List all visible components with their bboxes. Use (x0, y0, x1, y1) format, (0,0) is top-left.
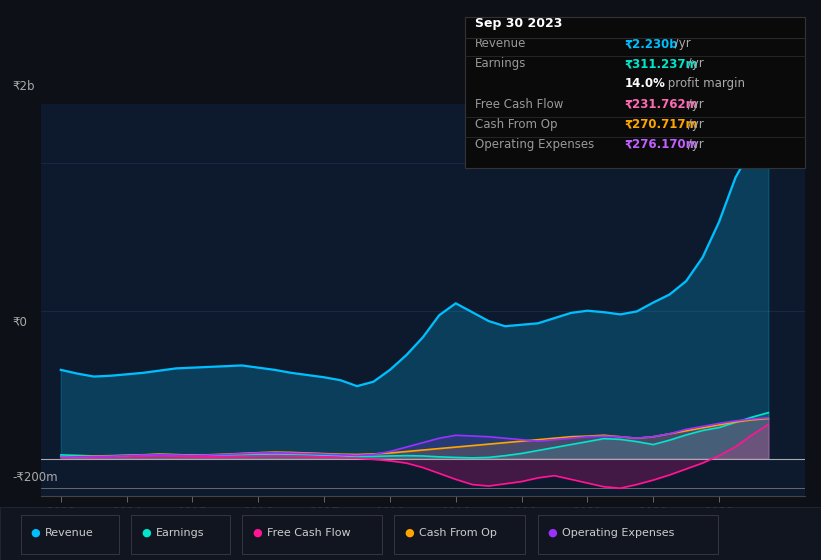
Text: ₹270.717m: ₹270.717m (625, 118, 699, 130)
Text: /yr: /yr (671, 37, 690, 50)
Text: ₹276.170m: ₹276.170m (625, 138, 699, 151)
Text: ●: ● (404, 528, 414, 538)
Text: Cash From Op: Cash From Op (475, 118, 557, 130)
Text: ₹231.762m: ₹231.762m (625, 97, 699, 110)
Text: ₹2.230b: ₹2.230b (625, 37, 678, 50)
Text: Earnings: Earnings (475, 57, 526, 70)
Text: ●: ● (548, 528, 557, 538)
Text: ₹311.237m: ₹311.237m (625, 57, 699, 70)
Text: Revenue: Revenue (45, 528, 94, 538)
Text: ₹0: ₹0 (12, 315, 27, 329)
Text: Revenue: Revenue (475, 37, 526, 50)
Text: 14.0%: 14.0% (625, 77, 666, 90)
Text: Operating Expenses: Operating Expenses (562, 528, 675, 538)
Text: Earnings: Earnings (156, 528, 204, 538)
Text: ●: ● (252, 528, 262, 538)
Text: /yr: /yr (684, 138, 704, 151)
Text: Operating Expenses: Operating Expenses (475, 138, 594, 151)
Text: /yr: /yr (684, 97, 704, 110)
Text: -₹200m: -₹200m (12, 470, 58, 484)
Text: ₹2b: ₹2b (12, 80, 34, 94)
Text: Free Cash Flow: Free Cash Flow (475, 97, 563, 110)
Text: /yr: /yr (684, 57, 704, 70)
Text: profit margin: profit margin (664, 77, 745, 90)
Text: Free Cash Flow: Free Cash Flow (267, 528, 351, 538)
Text: /yr: /yr (684, 118, 704, 130)
Text: ●: ● (141, 528, 151, 538)
Text: ●: ● (30, 528, 40, 538)
Text: Cash From Op: Cash From Op (419, 528, 497, 538)
Text: Sep 30 2023: Sep 30 2023 (475, 17, 562, 30)
